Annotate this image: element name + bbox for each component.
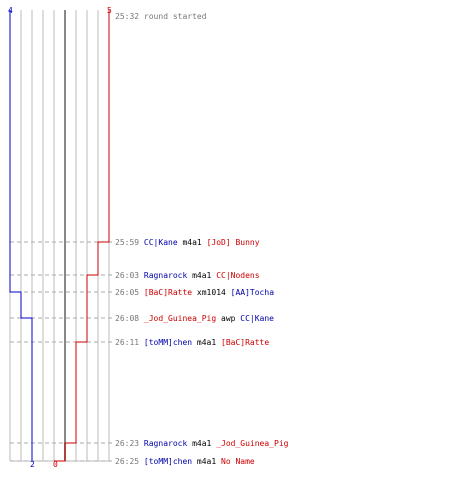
red-end-count: 0 [53, 460, 58, 469]
kill-event-row: 26:11 [toMM]chen m4a1 [BaC]Ratte [115, 337, 269, 349]
red-team-alive-line [54, 10, 110, 462]
kill-event-row: 25:32 round started [115, 11, 207, 23]
event-timestamp: 26:11 [115, 338, 140, 347]
weapon-name: awp [221, 314, 236, 323]
victim-name: No Name [221, 457, 255, 466]
kill-event-row: 26:23 Ragnarock m4a1 _Jod_Guinea_Pig [115, 438, 288, 450]
event-message: round started [143, 12, 207, 21]
weapon-name: xm1014 [196, 288, 226, 297]
weapon-name: m4a1 [196, 338, 217, 347]
weapon-name: m4a1 [196, 457, 217, 466]
event-timestamp: 25:32 [115, 12, 140, 21]
kill-event-row: 26:05 [BaC]Ratte xm1014 [AA]Tocha [115, 287, 274, 299]
event-timestamp: 25:59 [115, 238, 140, 247]
weapon-name: m4a1 [182, 238, 202, 247]
kill-event-row: 26:03 Ragnarock m4a1 CC|Nodens [115, 270, 260, 282]
victim-name: [JoD] Bunny [206, 238, 260, 247]
event-timestamp: 26:23 [115, 439, 140, 448]
event-timestamp: 26:03 [115, 271, 140, 280]
blue-team-alive-line [9, 10, 33, 461]
victim-name: CC|Nodens [216, 271, 260, 280]
kill-event-row: 25:59 CC|Kane m4a1 [JoD] Bunny [115, 237, 260, 249]
kill-event-row: 26:08 _Jod_Guinea_Pig awp CC|Kane [115, 313, 274, 325]
killer-name: [BaC]Ratte [143, 288, 193, 297]
killer-name: Ragnarock [143, 271, 188, 280]
weapon-name: m4a1 [192, 439, 212, 448]
grid-lines [9, 10, 110, 462]
victim-name: CC|Kane [240, 314, 274, 323]
killer-name: Ragnarock [143, 439, 188, 448]
blue-end-count: 2 [30, 460, 35, 469]
victim-name: [BaC]Ratte [221, 338, 270, 347]
killer-name: _Jod_Guinea_Pig [143, 314, 217, 323]
killer-name: [toMM]chen [143, 338, 193, 347]
victim-name: _Jod_Guinea_Pig [216, 439, 289, 448]
victim-name: [AA]Tocha [230, 288, 275, 297]
kill-event-row: 26:25 [toMM]chen m4a1 No Name [115, 456, 255, 468]
event-timestamp: 26:08 [115, 314, 140, 323]
event-timestamp: 26:05 [115, 288, 140, 297]
event-timestamp: 26:25 [115, 457, 140, 466]
weapon-name: m4a1 [192, 271, 212, 280]
red-start-count: 5 [107, 6, 112, 15]
blue-start-count: 4 [8, 6, 13, 15]
killer-name: CC|Kane [143, 238, 178, 247]
killer-name: [toMM]chen [143, 457, 193, 466]
